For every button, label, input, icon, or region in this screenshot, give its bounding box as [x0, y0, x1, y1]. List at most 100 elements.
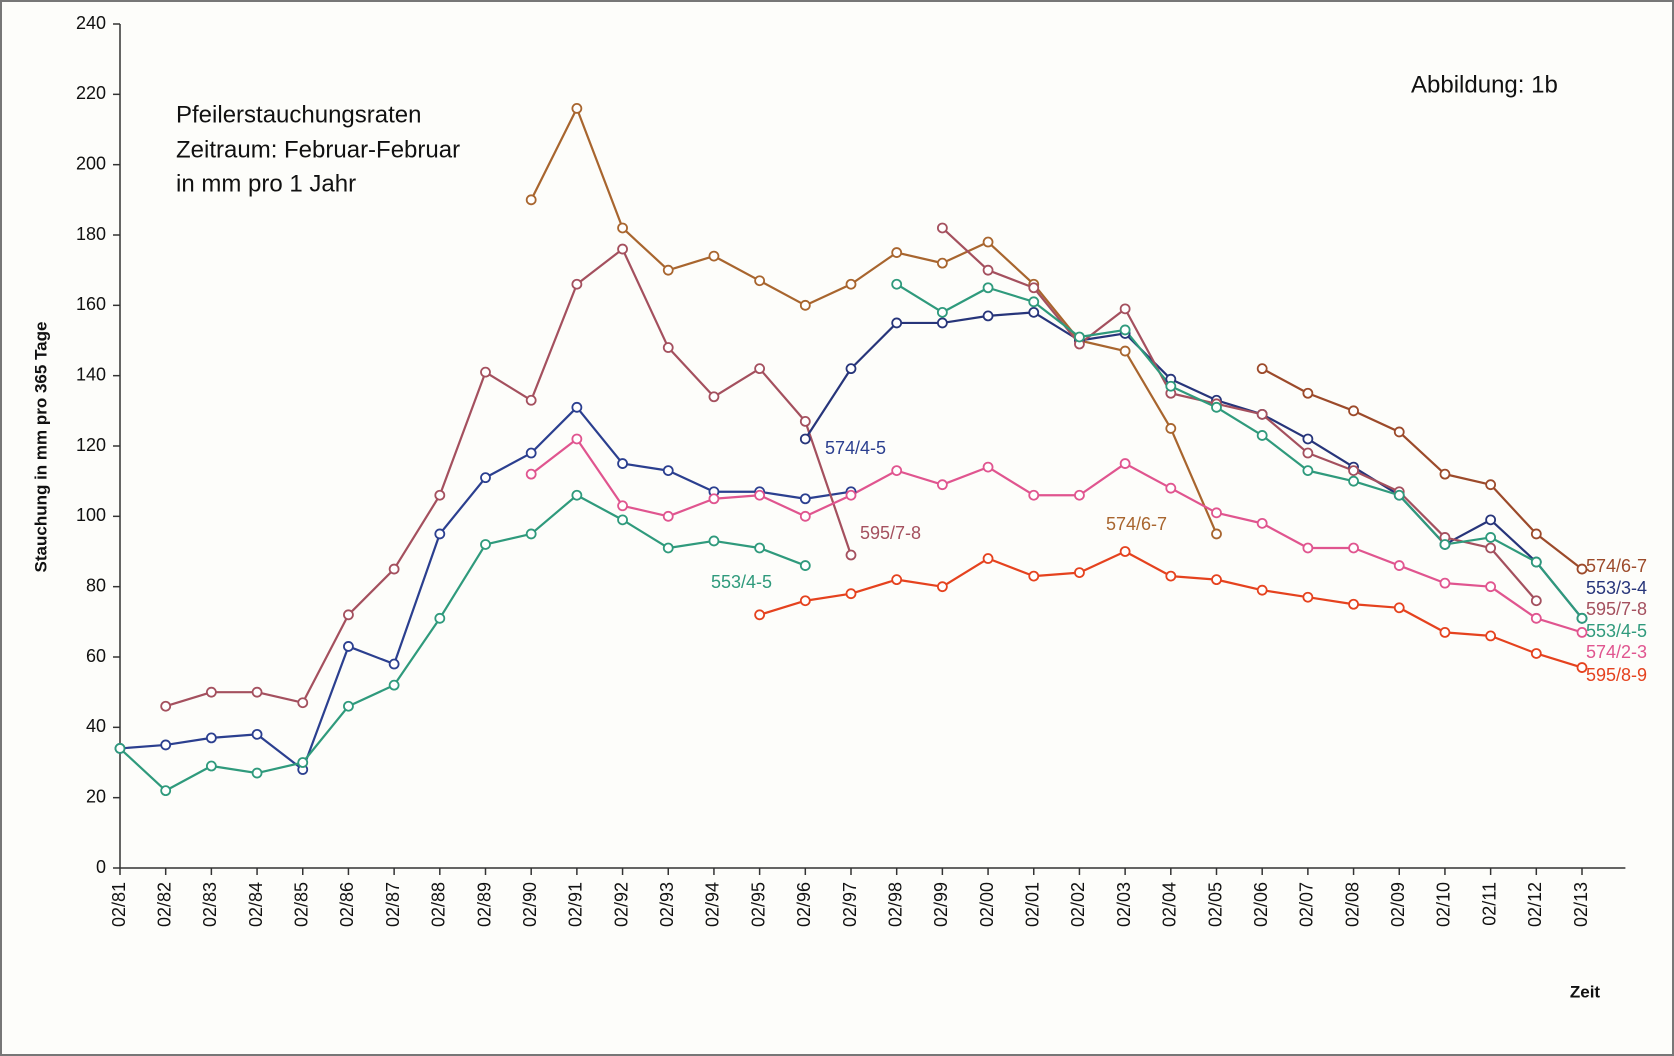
data-point: [1074, 331, 1085, 343]
data-point: [982, 236, 994, 248]
series-line: [804, 311, 1583, 620]
data-point: [525, 447, 537, 459]
data-point: [1348, 465, 1359, 477]
x-tick-label: 02/08: [1342, 882, 1362, 927]
data-point: [571, 103, 583, 114]
data-point: [1302, 465, 1314, 477]
data-point: [480, 366, 491, 378]
y-tick-label: 120: [76, 435, 106, 455]
data-point: [754, 609, 766, 621]
data-point: [617, 222, 628, 234]
x-tick-label: 02/87: [383, 882, 403, 927]
data-point: [1028, 282, 1040, 294]
data-point: [936, 306, 948, 318]
x-tick-label: 02/03: [1114, 882, 1134, 927]
x-tick-label: 02/81: [109, 882, 129, 927]
y-tick-label: 140: [76, 364, 106, 384]
data-point: [297, 697, 309, 709]
y-tick-label: 60: [86, 646, 106, 666]
data-point: [343, 700, 354, 712]
x-tick-label: 02/89: [474, 882, 494, 927]
series-line: [941, 227, 1538, 602]
chart-title: Pfeilerstauchungsraten: [176, 101, 421, 128]
data-point: [1028, 296, 1040, 308]
data-point: [1439, 539, 1451, 550]
data-point: [617, 514, 628, 526]
data-point: [982, 461, 994, 473]
data-point: [799, 415, 811, 427]
data-point: [936, 222, 948, 234]
data-point: [754, 275, 766, 287]
x-tick-label: 02/84: [246, 882, 266, 927]
x-tick-label: 02/06: [1251, 882, 1271, 927]
data-point: [1211, 574, 1222, 586]
data-point: [1485, 479, 1497, 491]
x-tick-label: 02/86: [337, 882, 357, 927]
data-point: [1119, 546, 1131, 557]
x-tick-label: 02/11: [1479, 882, 1499, 926]
data-point: [799, 299, 811, 311]
data-point: [936, 317, 948, 329]
data-point: [1576, 563, 1588, 575]
series-label: 574/6-7: [1586, 556, 1647, 576]
data-point: [936, 257, 948, 269]
data-point: [1028, 570, 1040, 582]
x-tick-label: 02/04: [1160, 882, 1180, 927]
data-point: [708, 493, 720, 505]
data-point: [845, 489, 857, 501]
x-tick-label: 02/99: [931, 882, 951, 927]
x-tick-label: 02/92: [611, 882, 631, 927]
data-point: [799, 560, 811, 571]
data-point: [1074, 567, 1085, 578]
data-point: [1256, 584, 1268, 596]
series-line: [530, 107, 1218, 535]
y-tick-label: 0: [96, 857, 106, 877]
data-point: [1302, 542, 1314, 554]
data-point: [1348, 598, 1359, 610]
data-point: [1074, 489, 1085, 501]
data-point: [982, 310, 994, 322]
series-label: 574/4-5: [825, 438, 886, 458]
data-point: [799, 433, 811, 445]
data-point: [525, 468, 537, 480]
x-tick-label: 02/95: [748, 882, 768, 927]
data-point: [1119, 345, 1131, 357]
data-point: [708, 535, 720, 547]
data-point: [845, 278, 857, 290]
data-point: [1302, 447, 1314, 459]
data-point: [525, 528, 537, 540]
data-point: [662, 510, 674, 522]
data-point: [571, 401, 583, 413]
data-point: [388, 563, 400, 575]
data-point: [251, 686, 263, 698]
data-point: [617, 243, 628, 255]
data-point: [845, 363, 857, 375]
data-point: [1256, 408, 1268, 420]
data-point: [1165, 423, 1177, 434]
series-label: 595/8-9: [1586, 665, 1647, 685]
series-line: [530, 437, 1583, 634]
x-tick-label: 02/96: [794, 882, 814, 927]
data-point: [251, 728, 263, 740]
data-point: [799, 493, 811, 505]
data-point: [1256, 517, 1268, 529]
y-tick-label: 80: [86, 575, 106, 595]
series-label: 553/4-5: [1586, 621, 1647, 641]
data-point: [891, 465, 903, 477]
x-tick-label: 02/05: [1205, 882, 1225, 927]
data-point: [1348, 542, 1359, 554]
data-point: [1119, 324, 1131, 336]
data-point: [1302, 433, 1314, 445]
data-point: [891, 574, 903, 586]
data-point: [434, 489, 446, 501]
y-axis-label: Stauchung in mm pro 365 Tage: [31, 322, 50, 573]
data-point: [160, 739, 172, 751]
data-point: [1485, 542, 1497, 554]
data-point: [1256, 363, 1268, 375]
data-point: [1302, 387, 1314, 399]
data-point: [480, 472, 491, 484]
data-point: [160, 785, 172, 797]
data-point: [571, 489, 583, 501]
series-line: [896, 283, 1583, 620]
